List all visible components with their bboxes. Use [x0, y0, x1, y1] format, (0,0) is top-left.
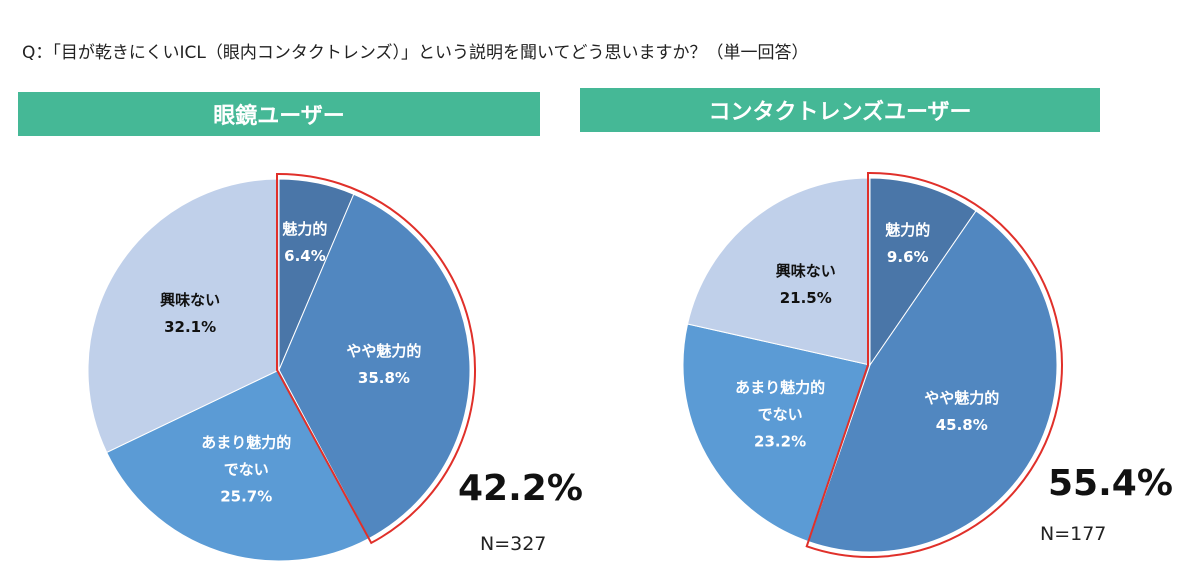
pie-slice	[869, 177, 977, 367]
slice-label: あまり魅力的 でない 23.2%	[735, 374, 825, 455]
pie-slice	[682, 323, 871, 543]
highlight-total-glasses: 42.2%	[458, 468, 583, 509]
sample-size-glasses: N=327	[480, 533, 547, 555]
slice-value: 23.2%	[754, 432, 807, 451]
highlight-outline	[276, 172, 476, 545]
slice-category: 興味ない	[775, 261, 836, 280]
slice-label: あまり魅力的 でない 25.7%	[201, 429, 291, 510]
slice-label: 興味ない 32.1%	[160, 287, 220, 341]
pie-slice	[686, 177, 871, 366]
slice-category: 魅力的	[282, 219, 328, 238]
slice-category: 興味ない	[160, 290, 221, 309]
slice-category: あまり魅力的	[735, 378, 826, 397]
slice-category: でない	[223, 460, 269, 479]
slice-category: 魅力的	[885, 220, 931, 239]
highlight-outline	[805, 171, 1063, 558]
slice-value: 25.7%	[220, 487, 273, 506]
highlight-total-contacts: 55.4%	[1048, 463, 1173, 504]
slice-label: やや魅力的 35.8%	[346, 338, 421, 392]
slice-value: 35.8%	[357, 369, 410, 388]
slice-category: やや魅力的	[346, 342, 422, 361]
sample-size-contacts: N=177	[1040, 523, 1107, 545]
chart-title-contacts: コンタクトレンズユーザー	[580, 88, 1100, 132]
chart-title-glasses: 眼鏡ユーザー	[18, 92, 540, 136]
slice-label: やや魅力的 45.8%	[924, 385, 999, 439]
pie-slice	[87, 178, 280, 454]
question-text: Q：「目が乾きにくいICL（眼内コンタクトレンズ）」という説明を聞いてどう思いま…	[22, 43, 809, 63]
slice-label: 魅力的 6.4%	[282, 216, 327, 270]
slice-category: あまり魅力的	[201, 433, 292, 452]
pie-slice	[278, 193, 471, 540]
slice-category: やや魅力的	[924, 388, 1000, 407]
slice-label: 興味ない 21.5%	[776, 258, 836, 312]
slice-value: 21.5%	[779, 288, 832, 307]
slice-category: でない	[757, 405, 803, 424]
slice-value: 32.1%	[164, 317, 217, 336]
slice-value: 45.8%	[935, 415, 988, 434]
slice-value: 6.4%	[284, 246, 326, 265]
slice-value: 9.6%	[886, 247, 929, 266]
pie-slice	[807, 210, 1058, 553]
slice-label: 魅力的 9.6%	[885, 217, 930, 271]
